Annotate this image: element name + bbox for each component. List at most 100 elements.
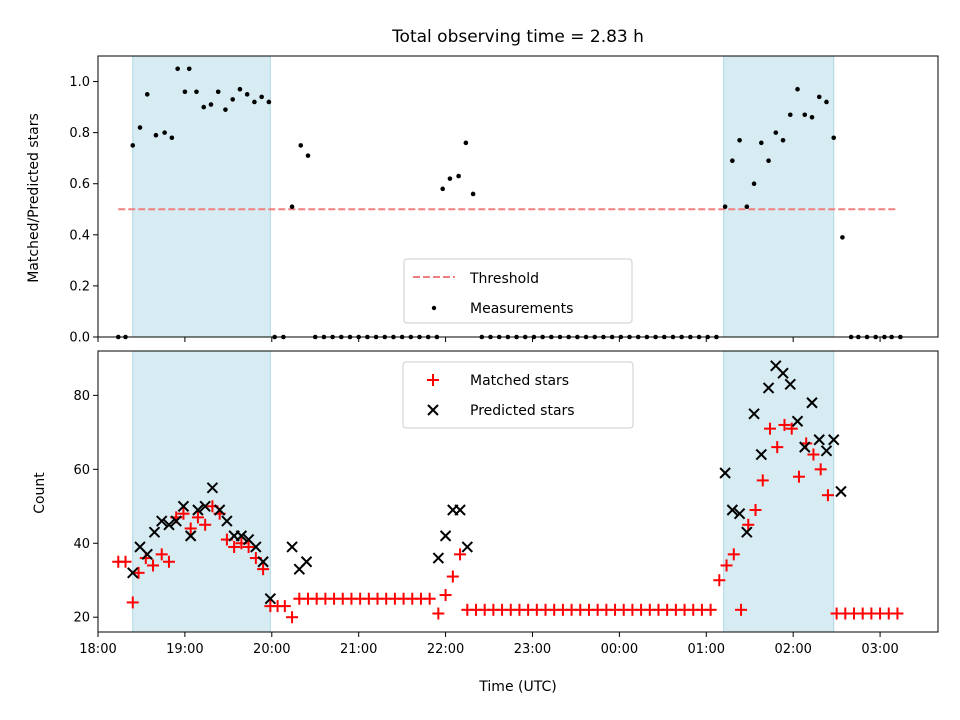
measurement-point bbox=[201, 104, 207, 110]
matched-star-marker bbox=[147, 559, 160, 572]
matched-star-marker bbox=[177, 507, 190, 520]
predicted-stars-series bbox=[127, 360, 847, 605]
measurement-point bbox=[194, 89, 199, 95]
measurement-point bbox=[215, 89, 221, 95]
y-tick-label: 0.0 bbox=[69, 331, 90, 346]
predicted-star-marker bbox=[250, 541, 262, 553]
matched-star-marker bbox=[771, 441, 784, 454]
predicted-star-marker bbox=[141, 548, 153, 561]
matched-star-marker bbox=[792, 470, 805, 483]
legend-measurements-swatch bbox=[431, 305, 437, 311]
y-tick-label: 20 bbox=[73, 611, 90, 626]
y-tick-label: 0.6 bbox=[69, 177, 90, 192]
predicted-star-marker bbox=[300, 556, 313, 568]
matched-star-marker bbox=[423, 592, 436, 605]
predicted-star-marker bbox=[791, 415, 804, 427]
measurement-point bbox=[780, 138, 786, 143]
x-tick-label: 20:00 bbox=[253, 642, 290, 657]
x-tick-label: 00:00 bbox=[601, 642, 638, 657]
measurement-point bbox=[153, 132, 159, 138]
legend-predicted-label: Predicted stars bbox=[470, 403, 575, 419]
bottom-axes: 20 40 60 80 18:00 19:00 20:00 21:00 22:00 23:00 00… bbox=[73, 350, 939, 657]
measurement-point bbox=[298, 143, 304, 148]
shaded-span-2 bbox=[723, 55, 835, 338]
plot-frame bbox=[97, 350, 939, 633]
measurement-point bbox=[802, 112, 808, 118]
bottom-legend-box bbox=[402, 361, 634, 429]
x-tick-label: 03:00 bbox=[861, 642, 898, 657]
measurement-point bbox=[130, 143, 136, 148]
matched-star-marker bbox=[191, 511, 204, 524]
matched-star-marker bbox=[162, 555, 175, 568]
measurement-point bbox=[759, 140, 764, 146]
predicted-star-marker bbox=[257, 556, 269, 568]
shaded-span-2 bbox=[723, 350, 835, 633]
plot-frame bbox=[97, 55, 939, 338]
measurement-point bbox=[186, 66, 192, 72]
y-tick-label: 0.4 bbox=[69, 228, 90, 243]
measurement-point bbox=[447, 176, 453, 181]
predicted-star-marker bbox=[235, 530, 248, 542]
predicted-star-marker bbox=[454, 504, 466, 516]
bottom-panel: 20 40 60 80 18:00 19:00 20:00 21:00 22:00 23:00 00… bbox=[32, 350, 939, 695]
measurement-point bbox=[252, 99, 257, 105]
matched-star-marker bbox=[704, 603, 717, 616]
measurement-point bbox=[463, 140, 469, 146]
measurement-point bbox=[182, 89, 188, 95]
predicted-star-marker bbox=[286, 541, 298, 553]
measurement-point bbox=[795, 86, 800, 92]
legend-matched-label: Matched stars bbox=[470, 373, 569, 389]
bottom-legend: Matched stars Predicted stars bbox=[402, 361, 634, 429]
measurement-point bbox=[230, 97, 235, 102]
measurement-point bbox=[773, 130, 779, 135]
measurement-point bbox=[259, 94, 264, 100]
matched-star-marker bbox=[814, 463, 827, 476]
matched-star-marker bbox=[454, 548, 467, 561]
matched-star-marker bbox=[807, 448, 820, 461]
top-legend-box bbox=[403, 258, 633, 324]
predicted-star-marker bbox=[177, 500, 190, 512]
x-tick-label: 23:00 bbox=[514, 642, 551, 657]
legend-measurements-label: Measurements bbox=[470, 301, 573, 317]
x-tick-label: 02:00 bbox=[774, 642, 811, 657]
x-tick-label: 18:00 bbox=[79, 642, 116, 657]
matched-star-marker bbox=[749, 503, 762, 516]
y-tick-label: 1.0 bbox=[69, 75, 90, 90]
measurement-point bbox=[237, 86, 243, 92]
x-tick-label: 21:00 bbox=[340, 642, 377, 657]
chart-title: Total observing time = 2.83 h bbox=[391, 27, 644, 47]
predicted-star-marker bbox=[799, 441, 811, 453]
measurement-point bbox=[470, 191, 476, 197]
matched-star-marker bbox=[742, 518, 755, 531]
predicted-star-marker bbox=[726, 504, 739, 516]
measurement-point bbox=[737, 138, 742, 143]
matched-star-marker bbox=[286, 611, 299, 624]
predicted-star-marker bbox=[206, 482, 219, 494]
x-tick-label: 19:00 bbox=[166, 642, 203, 657]
measurement-point bbox=[244, 92, 250, 97]
predicted-star-marker bbox=[148, 526, 161, 538]
shaded-span-1 bbox=[132, 350, 271, 633]
matched-star-marker bbox=[119, 555, 132, 568]
measurement-point bbox=[208, 102, 214, 107]
matched-star-marker bbox=[257, 563, 270, 576]
matched-star-marker bbox=[228, 540, 241, 553]
predicted-star-marker bbox=[835, 485, 847, 498]
predicted-star-marker bbox=[777, 367, 789, 379]
matched-star-marker bbox=[132, 566, 145, 579]
matched-star-marker bbox=[278, 600, 291, 613]
measurement-point bbox=[824, 99, 829, 105]
bottom-xlabel: Time (UTC) bbox=[478, 679, 556, 695]
y-tick-label: 0.2 bbox=[69, 279, 90, 294]
measurement-point bbox=[809, 115, 815, 120]
predicted-star-marker bbox=[192, 504, 204, 516]
top-ylabel: Matched/Predicted stars bbox=[26, 113, 42, 283]
y-tick-label: 60 bbox=[73, 463, 90, 478]
legend-matched-swatch bbox=[427, 374, 439, 386]
matched-star-marker bbox=[446, 570, 459, 583]
matched-star-marker bbox=[891, 607, 904, 620]
matched-star-marker bbox=[126, 596, 139, 609]
predicted-star-marker bbox=[719, 467, 731, 479]
shaded-span-1 bbox=[132, 55, 271, 338]
